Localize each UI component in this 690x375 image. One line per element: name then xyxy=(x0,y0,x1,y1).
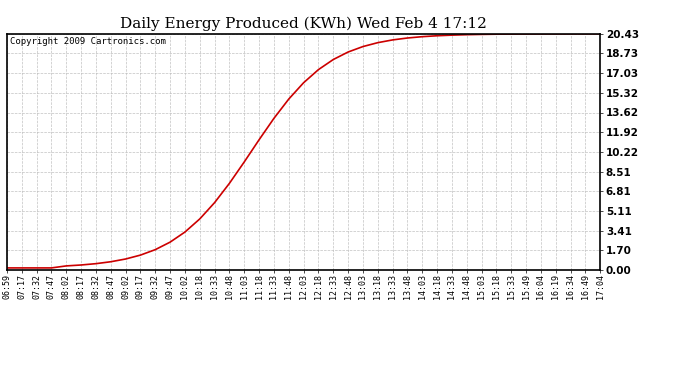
Title: Daily Energy Produced (KWh) Wed Feb 4 17:12: Daily Energy Produced (KWh) Wed Feb 4 17… xyxy=(120,17,487,31)
Text: Copyright 2009 Cartronics.com: Copyright 2009 Cartronics.com xyxy=(10,37,166,46)
